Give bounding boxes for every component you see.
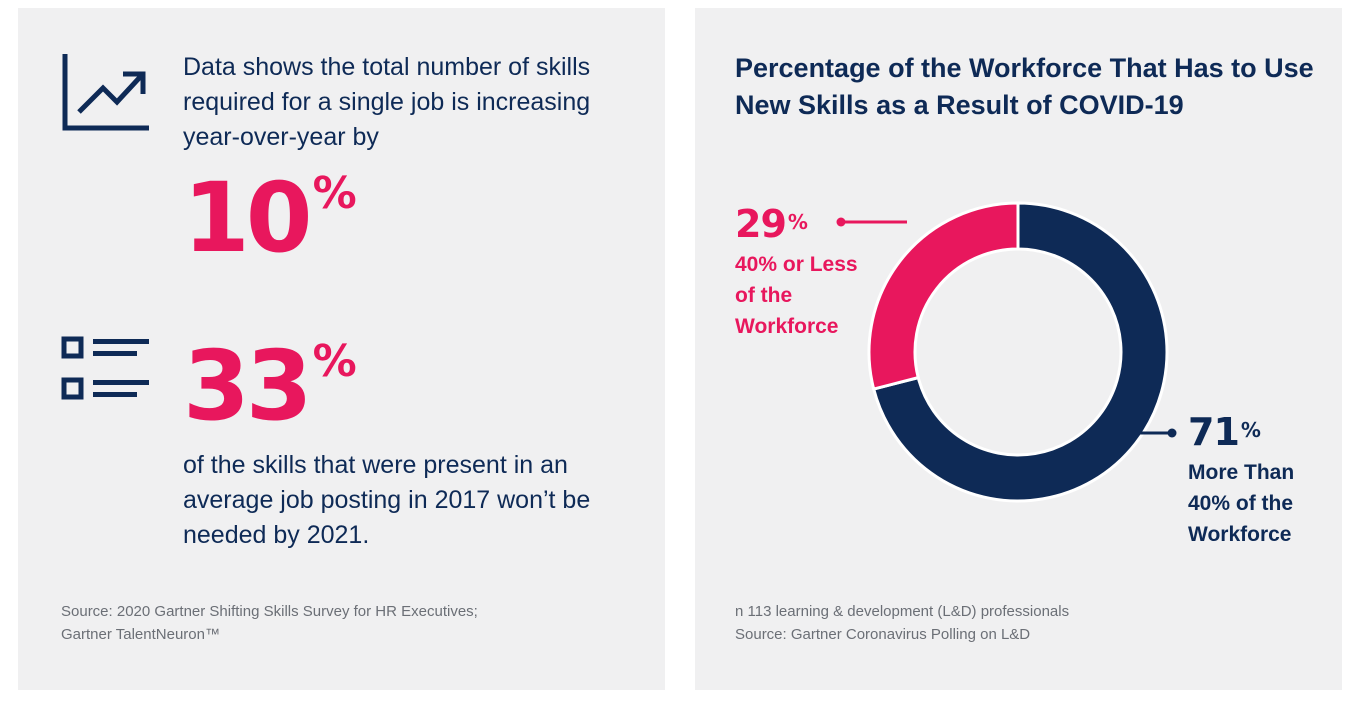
stat-10-percent: 10%	[183, 170, 357, 266]
stat-10-suffix: %	[312, 168, 357, 219]
chart-title: Percentage of the Workforce That Has to …	[735, 53, 1314, 120]
donut-slice-29	[867, 201, 1020, 391]
right-footnote-line-1: n 113 learning & development (L&D) profe…	[735, 603, 1070, 620]
right-source-note: n 113 learning & development (L&D) profe…	[735, 600, 1295, 646]
right-chart-panel: Percentage of the Workforce That Has to …	[695, 8, 1342, 690]
stat-10-value: 10	[183, 162, 313, 274]
checklist-icon	[61, 336, 149, 400]
skills-increase-text: Data shows the total number of skills re…	[183, 53, 591, 151]
pink-slice-leader-dot	[836, 217, 846, 227]
slice-desc-71: More Than 40% of the Workforce	[1188, 461, 1295, 546]
left-source-line-1: Source: 2020 Gartner Shifting Skills Sur…	[61, 603, 478, 620]
left-source-line-2: Gartner TalentNeuron™	[61, 626, 220, 643]
slice-value-29: 29	[735, 202, 787, 246]
slice-suffix-29: %	[787, 210, 808, 234]
slice-value-71: 71	[1188, 410, 1240, 454]
donut-chart	[836, 201, 1177, 503]
left-source-note: Source: 2020 Gartner Shifting Skills Sur…	[61, 600, 621, 646]
donut-slice-71	[871, 201, 1169, 503]
slice-suffix-71: %	[1240, 418, 1261, 442]
left-stat-panel: Data shows the total number of skills re…	[18, 8, 665, 690]
slice-label-pct-71: 71%	[1188, 410, 1261, 454]
skills-obsolete-text: of the skills that were present in an av…	[183, 451, 591, 549]
slice-label-pct-29: 29%	[735, 202, 808, 246]
stat-33-value: 33	[183, 330, 313, 442]
navy-slice-leader-dot	[1167, 428, 1177, 438]
slice-desc-29: 40% or Less of the Workforce	[735, 253, 858, 338]
stat-33-suffix: %	[312, 336, 357, 387]
stat-33-percent: 33%	[183, 338, 357, 434]
trend-up-icon	[62, 54, 149, 131]
right-footnote-line-2: Source: Gartner Coronavirus Polling on L…	[735, 626, 1031, 643]
